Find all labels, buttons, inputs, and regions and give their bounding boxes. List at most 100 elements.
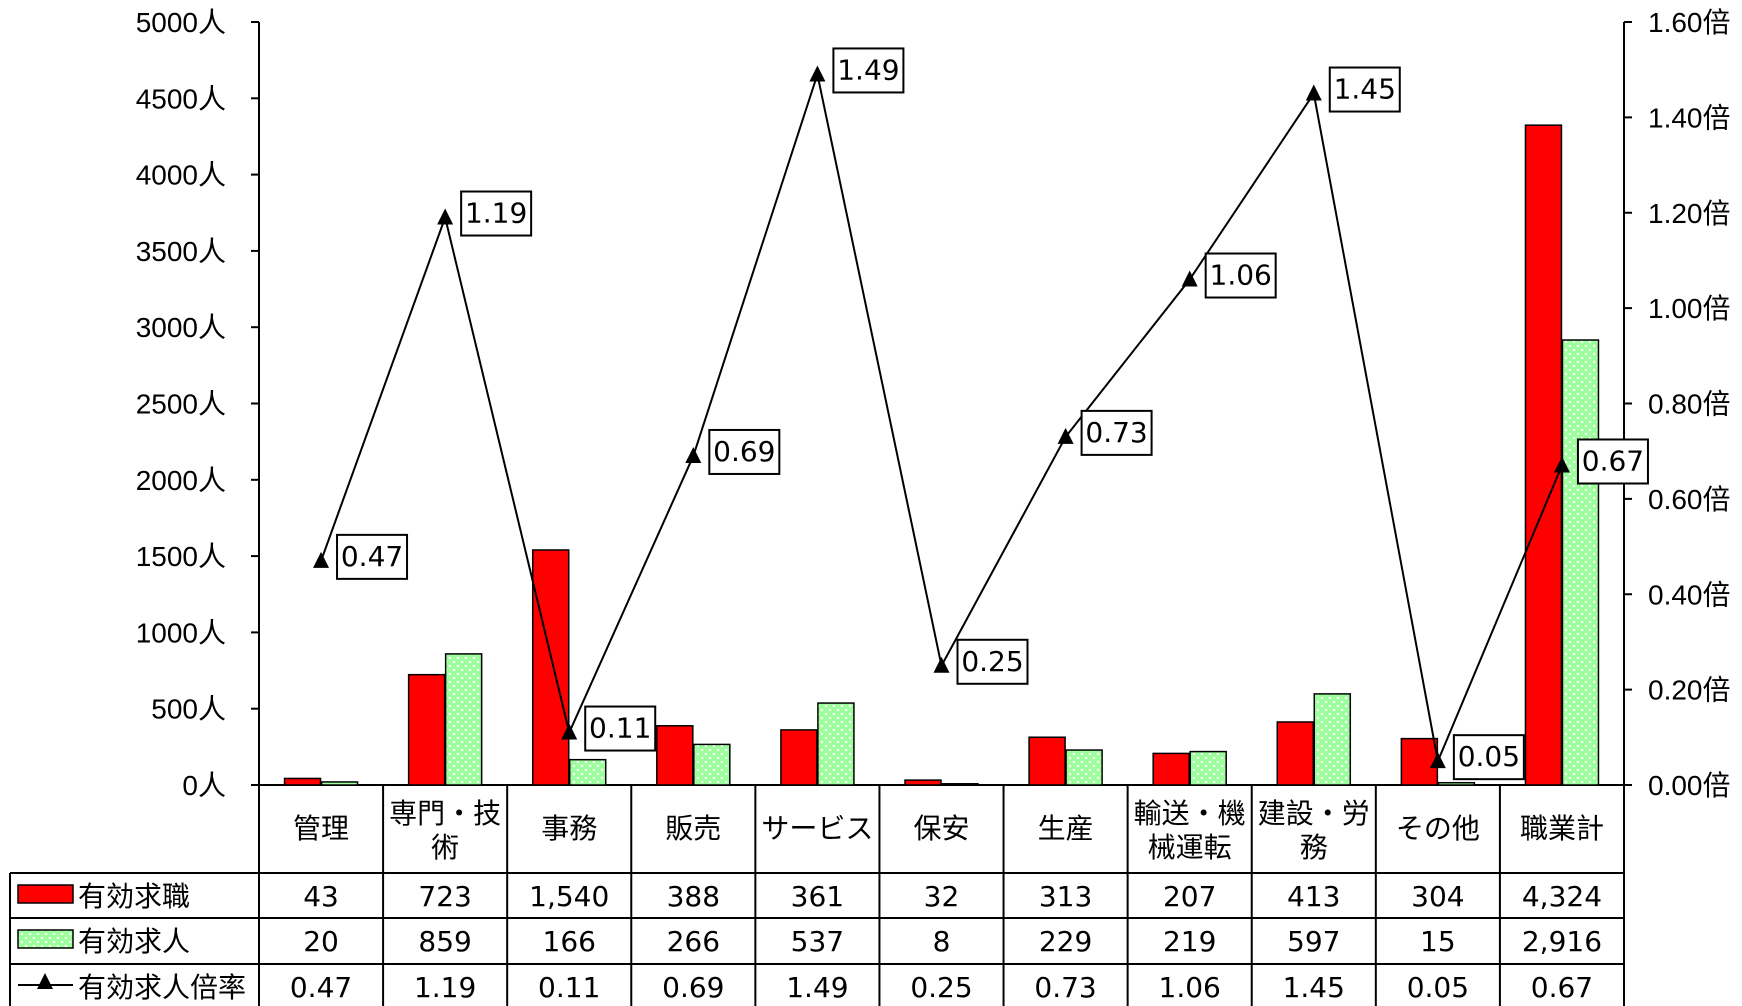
table-cell: 1.49 xyxy=(786,971,848,1004)
bar-有効求職 xyxy=(283,777,322,786)
category-label: 輸送・機 xyxy=(1134,797,1246,830)
data-label: 0.05 xyxy=(1458,740,1520,773)
bar-有効求人 xyxy=(568,758,607,786)
right-tick-label: 0.80倍 xyxy=(1648,389,1731,420)
bar-有効求人 xyxy=(1437,781,1476,786)
data-label-box xyxy=(1204,252,1277,299)
category-label: 職業計 xyxy=(1520,812,1604,845)
bar-有効求職 xyxy=(531,549,570,786)
left-tick-label: 2500人 xyxy=(136,389,226,420)
category-label: 事務 xyxy=(541,812,597,845)
table-cell: 266 xyxy=(667,925,720,958)
category-label: 術 xyxy=(431,831,459,864)
right-tick-label: 0.20倍 xyxy=(1648,675,1731,706)
point-有効求人倍率 xyxy=(809,65,826,82)
data-label-box xyxy=(584,705,657,752)
table-cell: 43 xyxy=(303,880,339,913)
left-tick-label: 0人 xyxy=(182,770,226,801)
data-label: 0.73 xyxy=(1085,416,1147,449)
table-cell: 1.06 xyxy=(1159,971,1221,1004)
data-label: 1.06 xyxy=(1210,259,1272,292)
data-label: 0.25 xyxy=(961,645,1023,678)
bar-有効求職 xyxy=(656,725,694,786)
category-label: 管理 xyxy=(293,812,349,845)
bar-有効求人 xyxy=(817,702,855,786)
point-有効求人倍率 xyxy=(561,723,578,740)
left-tick-label: 4000人 xyxy=(136,160,226,191)
data-label-box xyxy=(1576,438,1649,485)
data-label: 0.67 xyxy=(1582,444,1644,477)
data-label: 0.69 xyxy=(713,435,775,468)
point-有効求人倍率 xyxy=(1181,270,1198,287)
bar-有効求職 xyxy=(1276,721,1315,786)
table-cell: 8 xyxy=(933,925,951,958)
data-label: 1.49 xyxy=(837,53,899,86)
left-tick-label: 3500人 xyxy=(136,236,226,267)
data-label: 0.47 xyxy=(341,540,403,573)
legend-label: 有効求人倍率 xyxy=(78,971,246,1004)
table-cell: 20 xyxy=(303,925,339,958)
right-tick-label: 0.00倍 xyxy=(1648,770,1731,801)
category-label: 専門・技 xyxy=(389,797,501,830)
table-cell: 304 xyxy=(1411,880,1464,913)
plot-layer: 0人 500人 1000人 1500人 2000人 2500人 3000人 3500人 4000… xyxy=(136,7,1731,801)
left-tick-label: 2000人 xyxy=(136,465,226,496)
table-cell: 207 xyxy=(1163,880,1216,913)
right-tick-label: 0.60倍 xyxy=(1648,484,1731,515)
left-tick-label: 3000人 xyxy=(136,312,226,343)
table-cell: 859 xyxy=(418,925,471,958)
right-tick-label: 1.00倍 xyxy=(1648,293,1731,324)
table-cell: 0.73 xyxy=(1034,971,1096,1004)
data-label-box xyxy=(460,190,533,237)
table-cell: 1.19 xyxy=(414,971,476,1004)
table-cell: 1,540 xyxy=(529,880,609,913)
left-tick-label: 5000人 xyxy=(136,7,226,38)
bar-有効求職 xyxy=(1400,737,1439,786)
legend-label: 有効求人 xyxy=(78,925,190,958)
data-label-box xyxy=(708,428,781,475)
bar-有効求人 xyxy=(693,743,731,786)
legend-marker-有効求人倍率 xyxy=(37,973,53,989)
point-有効求人倍率 xyxy=(437,208,454,225)
point-有効求人倍率 xyxy=(1429,752,1446,769)
category-label: 生産 xyxy=(1038,812,1094,845)
category-label: 販売 xyxy=(665,812,721,845)
table-cell: 0.67 xyxy=(1531,971,1593,1004)
table-cell: 15 xyxy=(1420,925,1456,958)
right-tick-label: 0.40倍 xyxy=(1648,579,1731,610)
point-有効求人倍率 xyxy=(933,656,950,673)
legend-label: 有効求職 xyxy=(78,880,190,913)
table-cell: 413 xyxy=(1287,880,1340,913)
bar-有効求職 xyxy=(407,673,446,786)
table-cell: 537 xyxy=(791,925,844,958)
category-label: サービス xyxy=(761,812,873,845)
data-label-box xyxy=(1328,66,1401,113)
table-cell: 219 xyxy=(1163,925,1216,958)
bar-有効求人 xyxy=(1065,749,1103,786)
table-cell: 361 xyxy=(791,880,844,913)
data-label-box xyxy=(832,47,905,94)
bar-有効求人 xyxy=(941,783,979,786)
data-label-box xyxy=(1452,734,1525,781)
table-cell: 723 xyxy=(418,880,471,913)
bar-有効求人 xyxy=(320,781,359,786)
legend-swatch-有効求人 xyxy=(17,929,74,949)
data-label: 1.19 xyxy=(465,197,527,230)
table-cell: 229 xyxy=(1039,925,1092,958)
left-tick-label: 1000人 xyxy=(136,617,226,648)
bar-有効求職 xyxy=(904,779,942,786)
table-cell: 166 xyxy=(543,925,596,958)
bar-有効求人 xyxy=(1189,750,1227,786)
category-label: 務 xyxy=(1300,831,1328,864)
right-tick-label: 1.40倍 xyxy=(1648,102,1731,133)
point-有効求人倍率 xyxy=(1553,456,1570,473)
data-label: 1.45 xyxy=(1334,73,1396,106)
data-label-box xyxy=(956,638,1029,685)
table-cell: 0.11 xyxy=(538,971,600,1004)
table-cell: 0.05 xyxy=(1407,971,1469,1004)
point-有効求人倍率 xyxy=(1057,427,1074,444)
table-cell: 0.25 xyxy=(910,971,972,1004)
bar-有効求人 xyxy=(444,653,483,786)
